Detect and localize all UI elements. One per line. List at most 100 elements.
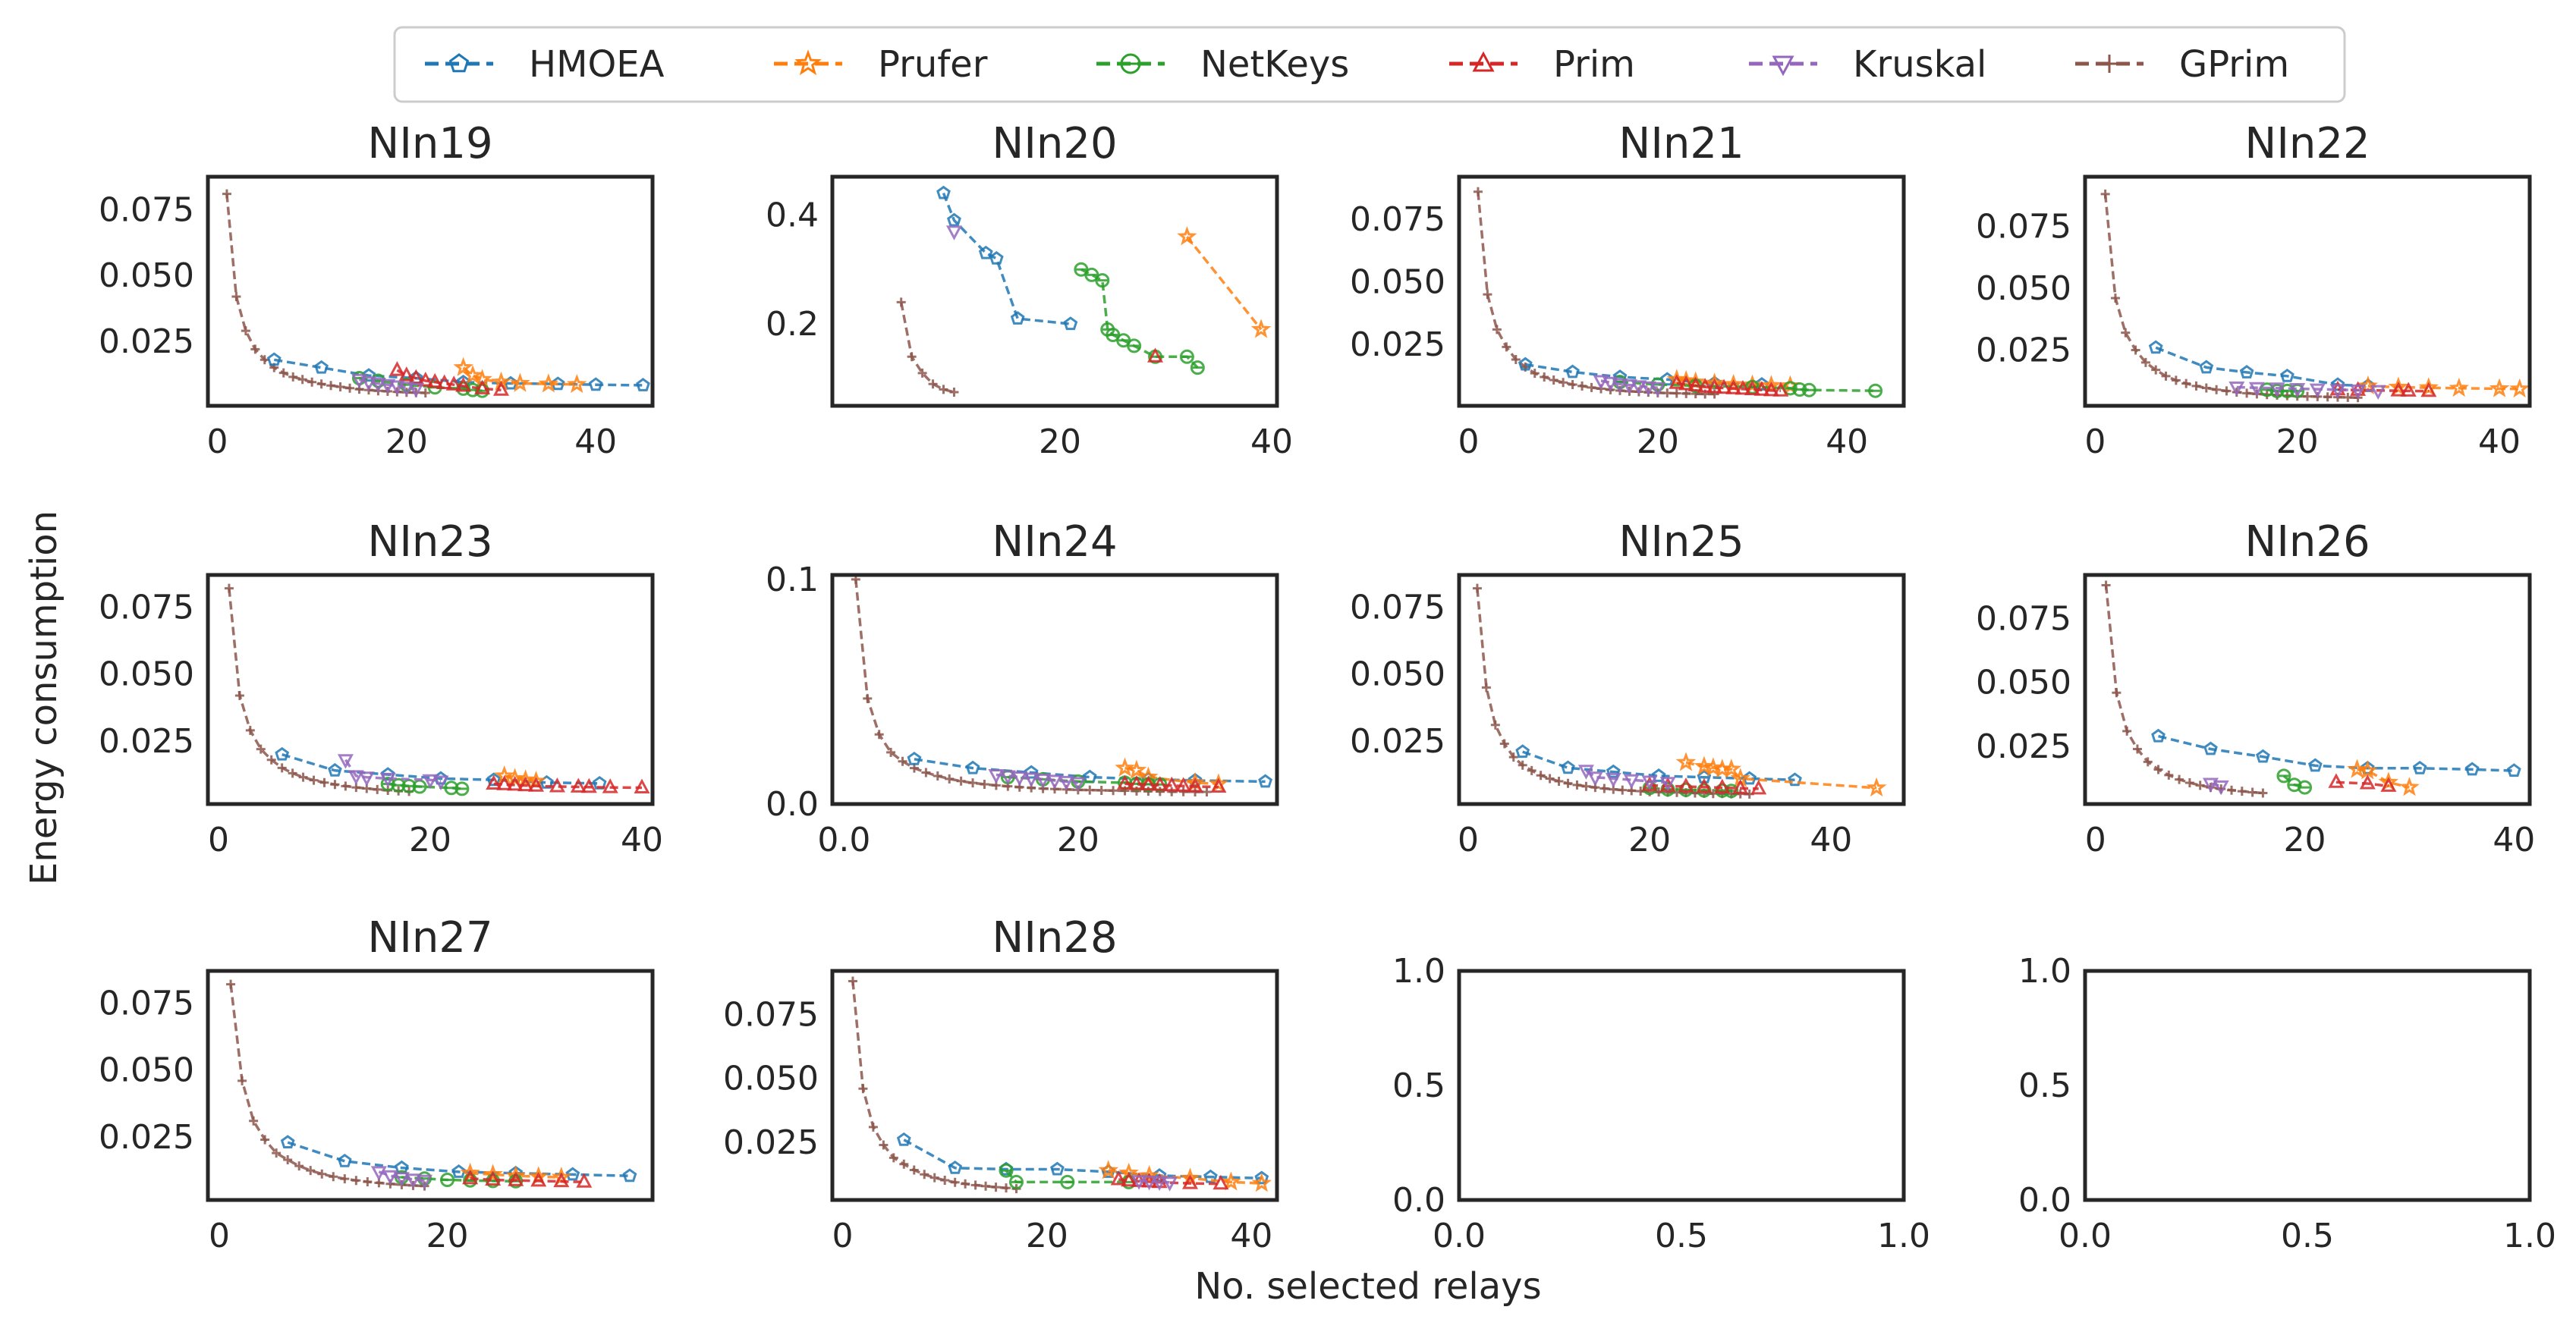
- point-gprim: [896, 297, 906, 307]
- point-hmoea: [328, 762, 342, 777]
- point-gprim: [250, 344, 260, 354]
- subplot-title: NIn26: [2244, 517, 2370, 567]
- point-hmoea: [2256, 749, 2270, 763]
- point-gprim: [939, 385, 948, 394]
- point-gprim: [2195, 781, 2205, 790]
- subplot-title: NIn20: [992, 119, 1117, 168]
- point-gprim: [329, 1172, 338, 1182]
- point-gprim: [2184, 777, 2194, 787]
- series-prim: [1116, 774, 1227, 793]
- point-hmoea: [1010, 311, 1025, 325]
- series-prufer: [494, 765, 546, 790]
- point-gprim: [2323, 392, 2332, 402]
- subplot-nin27: NIn27 0 20 0.025 0.050 0.075: [99, 913, 655, 1255]
- point-prim: [2359, 774, 2376, 790]
- point-hmoea: [1063, 316, 1078, 331]
- subplot-title: NIn21: [1618, 119, 1744, 168]
- point-hmoea: [314, 360, 329, 374]
- point-prim: [1697, 378, 1713, 393]
- point-hmoea: [1203, 1169, 1218, 1183]
- point-hmoea: [337, 1153, 352, 1167]
- point-gprim: [222, 189, 231, 199]
- point-kruskal: [416, 1174, 433, 1190]
- x-tick-label: 40: [621, 821, 663, 859]
- legend-item-kruskal: Kruskal: [1749, 43, 1986, 86]
- y-tick-label: 0.025: [99, 1118, 194, 1157]
- point-gprim: [297, 375, 307, 385]
- x-tick-label: 40: [1250, 422, 1293, 461]
- point-kruskal: [407, 382, 424, 398]
- point-netkeys: [1190, 360, 1205, 375]
- point-gprim: [319, 777, 329, 787]
- point-kruskal: [1151, 1176, 1168, 1191]
- series-kruskal: [988, 769, 1087, 792]
- series-line-prufer: [1186, 236, 1263, 331]
- y-tick-label: 0.050: [99, 1051, 194, 1090]
- y-tick-label: 0.025: [1350, 722, 1445, 761]
- series-line-kruskal: [359, 378, 417, 391]
- point-gprim: [1681, 388, 1691, 398]
- series-kruskal: [1131, 1175, 1178, 1192]
- point-gprim: [2191, 381, 2201, 391]
- point-prim: [508, 1171, 524, 1186]
- point-prim: [634, 778, 650, 793]
- point-prim: [1735, 379, 1751, 395]
- point-hmoea: [948, 1160, 963, 1174]
- point-prufer: [1666, 369, 1687, 388]
- point-kruskal: [370, 1166, 387, 1181]
- point-kruskal: [398, 382, 415, 397]
- point-netkeys: [2298, 780, 2313, 795]
- point-netkeys: [1868, 383, 1883, 398]
- point-prufer: [1126, 759, 1147, 779]
- point-gprim: [272, 1148, 282, 1158]
- series-kruskal: [2228, 382, 2386, 400]
- point-gprim: [968, 778, 978, 788]
- y-tick-label: 0.075: [1976, 599, 2071, 638]
- point-prim: [530, 1171, 547, 1187]
- point-gprim: [1536, 771, 1546, 781]
- point-kruskal: [1011, 771, 1028, 787]
- subplot-nin24: NIn24 0.0 20 0.0 0.1: [766, 517, 1279, 859]
- subplot-title: NIn23: [367, 517, 492, 567]
- subplot-nin20: NIn20 20 40 0.2 0.4: [766, 119, 1293, 461]
- point-kruskal: [351, 373, 368, 389]
- point-prim: [455, 377, 472, 392]
- point-kruskal: [1593, 375, 1609, 390]
- x-tick-label: 1.0: [1877, 1217, 1930, 1255]
- y-tick-label: 0.025: [99, 722, 194, 761]
- point-gprim: [2132, 744, 2142, 754]
- series-kruskal: [2202, 777, 2229, 796]
- point-gprim: [2122, 726, 2132, 736]
- point-hmoea: [2307, 758, 2323, 772]
- point-gprim: [1483, 290, 1492, 300]
- point-prufer: [2399, 777, 2420, 796]
- point-prim: [388, 361, 405, 376]
- point-hmoea: [622, 1168, 637, 1183]
- point-gprim: [1577, 381, 1587, 391]
- point-hmoea: [978, 245, 993, 259]
- legend-item-prufer: Prufer: [774, 43, 988, 86]
- series-line-netkeys: [1005, 1170, 1129, 1184]
- point-netkeys: [999, 1163, 1014, 1178]
- point-kruskal: [1035, 773, 1052, 789]
- point-prufer: [1866, 777, 1887, 797]
- subplot-nin21: NIn21 0 20 40 0.025 0.050 0.075: [1350, 119, 1906, 461]
- point-prufer: [505, 1165, 526, 1185]
- point-hmoea: [2506, 763, 2521, 777]
- point-gprim: [2175, 774, 2184, 784]
- point-gprim: [306, 1166, 316, 1176]
- point-prim: [1732, 779, 1749, 794]
- axes-frame: [2083, 174, 2532, 408]
- point-gprim: [2161, 371, 2171, 381]
- x-tick-label: 0: [208, 821, 229, 859]
- point-kruskal: [1046, 774, 1063, 790]
- point-prim: [417, 372, 434, 387]
- point-gprim: [980, 779, 989, 789]
- point-gprim: [259, 355, 269, 365]
- point-kruskal: [379, 772, 396, 788]
- point-gprim: [1508, 752, 1518, 762]
- point-netkeys: [1179, 349, 1194, 364]
- y-tick-label: 0.050: [1976, 269, 2071, 308]
- point-gprim: [1672, 388, 1681, 398]
- series-line-kruskal: [995, 773, 1078, 784]
